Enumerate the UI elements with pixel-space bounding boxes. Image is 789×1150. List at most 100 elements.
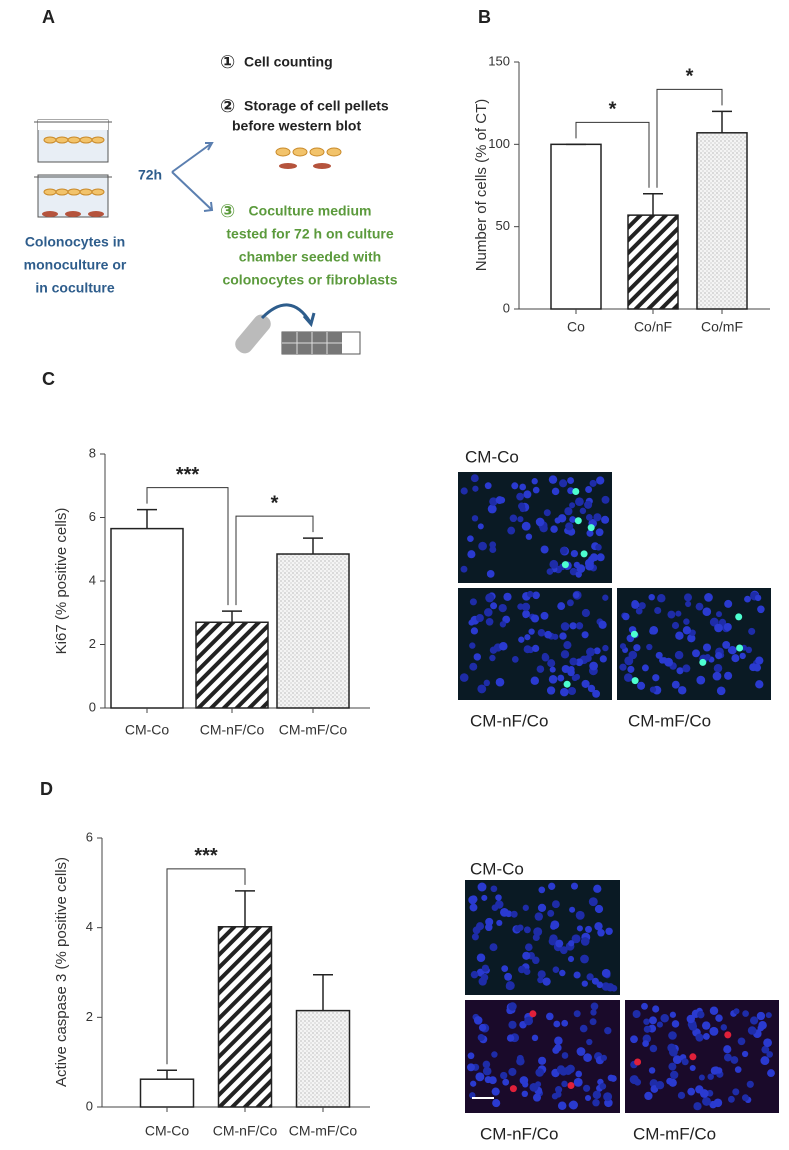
nucleus (532, 486, 540, 494)
nucleus (749, 663, 758, 672)
nucleus (648, 1067, 656, 1074)
nucleus (594, 922, 603, 931)
nucleus (537, 628, 546, 637)
y-axis-label: Number of cells (% of CT) (473, 99, 490, 272)
significance-label: *** (194, 845, 218, 867)
nucleus (672, 1055, 682, 1065)
nucleus (528, 628, 535, 635)
significance-label: *** (176, 464, 200, 486)
nucleus (593, 884, 602, 893)
nucleus (477, 684, 487, 694)
nucleus (586, 1038, 593, 1046)
nucleus (555, 939, 564, 948)
nucleus (550, 525, 558, 533)
nucleus (570, 882, 579, 890)
nucleus (623, 673, 633, 682)
nucleus (491, 1087, 500, 1096)
nucleus (467, 1052, 475, 1060)
nucleus (546, 686, 556, 695)
step-line: before western blot (232, 118, 361, 134)
nucleus (571, 934, 581, 944)
significance-label: * (686, 66, 694, 88)
nucleus (473, 653, 482, 661)
nucleus (514, 925, 521, 932)
nucleus (569, 622, 577, 630)
bar (696, 132, 748, 310)
nucleus (649, 1044, 658, 1053)
nucleus (586, 973, 594, 981)
stained-cell (630, 630, 638, 638)
micrograph-label: CM-Co (465, 447, 519, 466)
nucleus (586, 647, 595, 657)
nucleus (589, 1018, 597, 1026)
nucleus (596, 476, 605, 485)
nucleus (581, 679, 590, 688)
stained-cell (631, 677, 639, 685)
nucleus (485, 593, 495, 603)
nucleus (478, 541, 487, 551)
nucleus (478, 977, 487, 986)
stained-cell (574, 517, 582, 525)
nucleus (521, 1090, 529, 1098)
caption-line: monoculture or (24, 257, 127, 273)
nucleus (538, 1056, 547, 1065)
nucleus (547, 909, 555, 917)
nucleus (467, 535, 474, 543)
nucleus (576, 1047, 586, 1056)
nucleus (601, 495, 610, 504)
nucleus (470, 970, 479, 979)
nucleus (542, 977, 551, 986)
y-tick-label: 4 (89, 572, 96, 587)
nucleus (654, 606, 662, 615)
nucleus (619, 643, 627, 650)
nucleus (731, 654, 740, 663)
nucleus (687, 634, 696, 643)
nucleus (530, 676, 540, 685)
nucleus (543, 509, 551, 517)
nucleus (554, 1036, 563, 1046)
stained-cell (736, 644, 744, 652)
nucleus (531, 1034, 539, 1042)
error-bar (157, 1069, 177, 1080)
nucleus (761, 1045, 770, 1054)
nucleus (698, 1074, 705, 1081)
nucleus (599, 655, 607, 663)
micrograph (458, 472, 612, 583)
step-line: Storage of cell pellets (244, 98, 389, 114)
micrograph-label: CM-nF/Co (470, 711, 548, 730)
nucleus (581, 608, 590, 618)
nucleus (593, 513, 602, 522)
nucleus (583, 1084, 591, 1092)
nucleus (588, 555, 596, 563)
stained-cell (735, 613, 743, 621)
nucleus (581, 631, 589, 639)
micrograph-label: CM-mF/Co (633, 1124, 716, 1143)
nucleus (557, 514, 567, 523)
nucleus (501, 965, 509, 972)
nucleus (482, 1060, 491, 1069)
nucleus (559, 946, 568, 955)
nucleus (573, 1010, 581, 1018)
micrograph (465, 880, 620, 995)
nucleus (602, 644, 609, 652)
nucleus (627, 665, 635, 673)
nucleus (555, 1086, 563, 1094)
nucleus (546, 568, 554, 575)
nucleus (484, 1076, 492, 1084)
nucleus (767, 1069, 775, 1078)
nucleus (599, 1083, 607, 1090)
nucleus (677, 686, 687, 695)
nucleus (524, 943, 533, 952)
y-axis-label: Ki67 (% positive cells) (53, 508, 70, 655)
nucleus (527, 590, 534, 598)
nucleus (656, 1021, 663, 1028)
nucleus (491, 1051, 498, 1058)
nucleus (546, 1012, 554, 1021)
nucleus (482, 1066, 492, 1076)
nucleus (460, 487, 468, 495)
step-number: ③ (220, 201, 235, 221)
nucleus (569, 502, 576, 509)
x-tick-label: Co/mF (701, 319, 743, 335)
nucleus (460, 565, 468, 573)
nucleus (592, 689, 601, 698)
